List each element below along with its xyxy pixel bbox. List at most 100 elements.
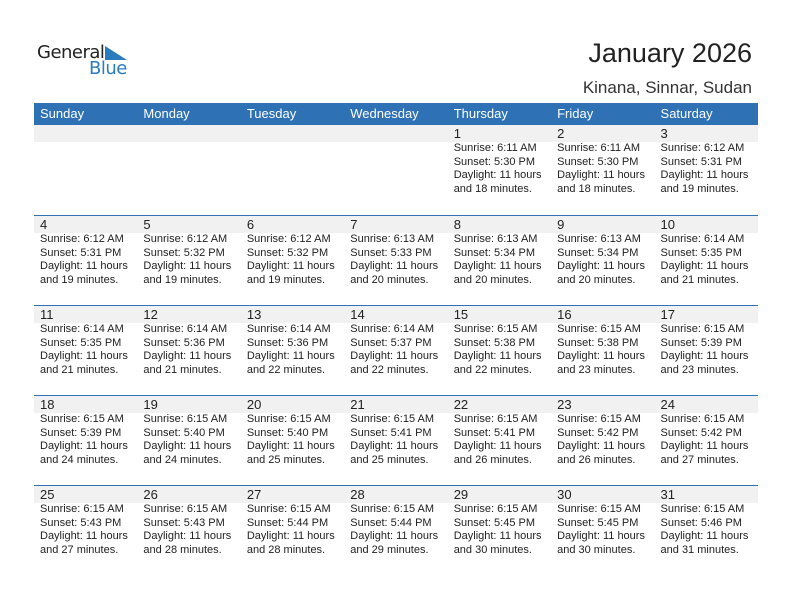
day-number: 16 — [557, 307, 572, 322]
calendar-grid: 1 Sunrise: 6:11 AM Sunset: 5:30 PM Daylight… — [34, 125, 758, 575]
weekday-monday: Monday — [143, 106, 190, 121]
sunset-text: Sunset: 5:39 PM — [40, 426, 122, 439]
sunrise-text: Sunrise: 6:14 AM — [350, 323, 435, 335]
sunset-text: Sunset: 5:42 PM — [557, 426, 639, 439]
sunset-text: Sunset: 5:43 PM — [40, 516, 122, 529]
day-cell: 5 Sunrise: 6:12 AM Sunset: 5:32 PM Daylight… — [137, 216, 240, 305]
daylight-text: Daylight: 11 hours — [40, 260, 128, 272]
day-number: 6 — [246, 217, 255, 232]
daylight-text: and 27 minutes. — [660, 453, 739, 466]
weekday-saturday: Saturday — [660, 106, 713, 121]
sunrise-text: Sunrise: 6:14 AM — [40, 323, 124, 335]
daylight-text: Daylight: 11 hours — [660, 350, 749, 362]
daylight-text: and 21 minutes. — [143, 363, 222, 376]
week-row: 18 Sunrise: 6:15 AM Sunset: 5:39 PM Dayligh… — [34, 395, 758, 485]
day-number: 9 — [557, 217, 565, 232]
day-cell: 31 Sunrise: 6:15 AM Sunset: 5:46 PM Dayligh… — [655, 486, 758, 575]
weekday-wednesday: Wednesday — [350, 106, 419, 121]
day-number: 11 — [40, 307, 54, 322]
daylight-text: and 23 minutes. — [660, 363, 739, 376]
daylight-text: Daylight: 11 hours — [143, 530, 232, 542]
day-cell: 2 Sunrise: 6:11 AM Sunset: 5:30 PM Daylight… — [551, 125, 654, 215]
sunrise-text: Sunrise: 6:11 AM — [557, 142, 641, 154]
daylight-text: and 19 minutes. — [246, 273, 326, 286]
daylight-text: Daylight: 11 hours — [143, 260, 232, 272]
daylight-text: Daylight: 11 hours — [557, 440, 645, 452]
daylight-text: Daylight: 11 hours — [143, 440, 232, 452]
logo-text-blue: Blue — [89, 58, 127, 79]
day-number: 7 — [350, 217, 358, 232]
daylight-text: Daylight: 11 hours — [453, 440, 542, 452]
daylight-text: and 30 minutes. — [557, 543, 636, 556]
sunrise-text: Sunrise: 6:14 AM — [660, 233, 745, 245]
daylight-text: Daylight: 11 hours — [660, 530, 749, 542]
sunset-text: Sunset: 5:33 PM — [350, 246, 432, 259]
day-cell: 7 Sunrise: 6:13 AM Sunset: 5:33 PM Daylight… — [344, 216, 447, 305]
day-cell: 12 Sunrise: 6:14 AM Sunset: 5:36 PM Dayligh… — [137, 306, 240, 395]
sunset-text: Sunset: 5:34 PM — [453, 246, 536, 259]
date-strip — [34, 125, 758, 142]
daylight-text: Daylight: 11 hours — [40, 440, 128, 452]
daylight-text: and 19 minutes. — [40, 273, 119, 286]
sunset-text: Sunset: 5:36 PM — [143, 336, 225, 349]
date-strip — [34, 306, 758, 323]
day-number: 4 — [40, 217, 48, 232]
sunrise-text: Sunrise: 6:15 AM — [40, 503, 124, 515]
daylight-text: Daylight: 11 hours — [660, 169, 749, 181]
day-cell: 1 Sunrise: 6:11 AM Sunset: 5:30 PM Daylight… — [448, 125, 551, 215]
sunrise-text: Sunrise: 6:15 AM — [453, 503, 538, 515]
sunset-text: Sunset: 5:44 PM — [350, 516, 432, 529]
day-cell: 15 Sunrise: 6:15 AM Sunset: 5:38 PM Dayligh… — [448, 306, 551, 395]
sunrise-text: Sunrise: 6:14 AM — [143, 323, 228, 335]
weekday-friday: Friday — [557, 106, 594, 121]
day-cell: 29 Sunrise: 6:15 AM Sunset: 5:45 PM Dayligh… — [448, 486, 551, 575]
day-number: 19 — [143, 397, 158, 412]
daylight-text: Daylight: 11 hours — [557, 530, 645, 542]
sunset-text: Sunset: 5:30 PM — [453, 155, 536, 168]
daylight-text: and 31 minutes. — [660, 543, 739, 556]
day-cell: 19 Sunrise: 6:15 AM Sunset: 5:40 PM Dayligh… — [137, 396, 240, 485]
daylight-text: Daylight: 11 hours — [557, 260, 645, 272]
day-number: 29 — [453, 487, 469, 502]
daylight-text: Daylight: 11 hours — [350, 350, 439, 362]
sunrise-text: Sunrise: 6:15 AM — [350, 503, 435, 515]
date-strip — [34, 216, 758, 233]
day-number: 30 — [557, 487, 572, 502]
day-cell: 10 Sunrise: 6:14 AM Sunset: 5:35 PM Dayligh… — [655, 216, 758, 305]
daylight-text: and 28 minutes. — [143, 543, 222, 556]
sunset-text: Sunset: 5:41 PM — [350, 426, 432, 439]
daylight-text: Daylight: 11 hours — [246, 530, 335, 542]
daylight-text: and 21 minutes. — [660, 273, 739, 286]
day-cell: 26 Sunrise: 6:15 AM Sunset: 5:43 PM Dayligh… — [137, 486, 240, 575]
sunrise-text: Sunrise: 6:14 AM — [246, 323, 331, 335]
weekday-tuesday: Tuesday — [246, 106, 297, 121]
sunrise-text: Sunrise: 6:15 AM — [246, 503, 331, 515]
daylight-text: and 30 minutes. — [453, 543, 532, 556]
daylight-text: and 22 minutes. — [246, 363, 326, 376]
daylight-text: Daylight: 11 hours — [453, 350, 542, 362]
sunrise-text: Sunrise: 6:15 AM — [143, 413, 228, 425]
day-cell: 30 Sunrise: 6:15 AM Sunset: 5:45 PM Dayligh… — [551, 486, 654, 575]
sunrise-text: Sunrise: 6:12 AM — [246, 233, 331, 245]
day-number: 13 — [246, 307, 262, 322]
day-cell: 17 Sunrise: 6:15 AM Sunset: 5:39 PM Dayligh… — [655, 306, 758, 395]
week-row: 11 Sunrise: 6:14 AM Sunset: 5:35 PM Dayligh… — [34, 305, 758, 395]
sunset-text: Sunset: 5:39 PM — [660, 336, 742, 349]
empty-cell — [137, 125, 240, 215]
day-number: 8 — [453, 217, 461, 232]
daylight-text: Daylight: 11 hours — [660, 260, 749, 272]
day-cell: 16 Sunrise: 6:15 AM Sunset: 5:38 PM Dayligh… — [551, 306, 654, 395]
sunrise-text: Sunrise: 6:15 AM — [246, 413, 331, 425]
sunset-text: Sunset: 5:31 PM — [660, 155, 742, 168]
daylight-text: and 25 minutes. — [350, 453, 429, 466]
sunrise-text: Sunrise: 6:13 AM — [557, 233, 641, 245]
sunset-text: Sunset: 5:38 PM — [453, 336, 536, 349]
day-number: 27 — [246, 487, 262, 502]
day-cell: 9 Sunrise: 6:13 AM Sunset: 5:34 PM Daylight… — [551, 216, 654, 305]
weekday-header: Sunday Monday Tuesday Wednesday Thursday Frid… — [34, 103, 758, 125]
sunset-text: Sunset: 5:37 PM — [350, 336, 432, 349]
sunrise-text: Sunrise: 6:13 AM — [350, 233, 435, 245]
sunset-text: Sunset: 5:41 PM — [453, 426, 536, 439]
day-number: 31 — [660, 487, 675, 502]
sunset-text: Sunset: 5:45 PM — [557, 516, 639, 529]
